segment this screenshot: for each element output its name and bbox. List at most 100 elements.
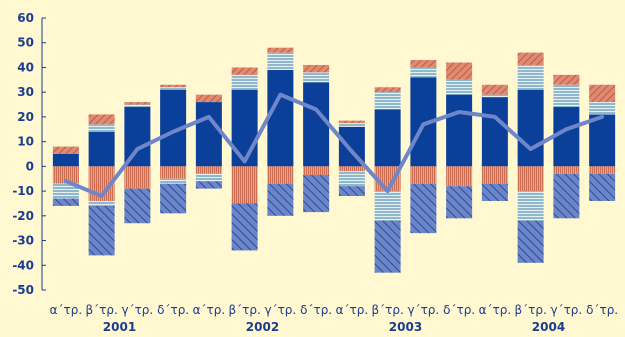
bar-segment-light-blue-striped [231, 74, 258, 90]
bar-segment-solid-blue [303, 82, 330, 167]
bar-segment-light-blue-striped-negative [160, 178, 187, 184]
bar-segment-solid-blue [589, 114, 616, 167]
year-label: 2004 [532, 320, 565, 334]
bar-segment-hatched-blue [446, 186, 473, 219]
bar-segment-hatched-blue [589, 173, 616, 201]
bar-segment-solid-blue [124, 107, 151, 167]
y-tick-label: 0 [26, 159, 34, 173]
bar-segment-salmon-striped [338, 166, 365, 172]
bar-segment-solid-blue [374, 109, 401, 167]
bar-segment-hatched-blue [124, 188, 151, 224]
bar-segment-light-blue-striped-negative [374, 191, 401, 221]
bar-segment-light-blue-striped [303, 72, 330, 83]
x-tick-label: α΄τρ. [336, 303, 369, 317]
y-tick-label: -10 [12, 184, 34, 198]
bar-segment-salmon-striped [52, 166, 79, 184]
bar-segment-salmon-striped [517, 166, 544, 192]
bar-segment-salmon-hatched [160, 84, 187, 88]
bar-segment-salmon-striped [481, 166, 508, 184]
bar-segment-hatched-blue [52, 198, 79, 206]
bar-segment-salmon-striped [553, 166, 580, 174]
bar-segment-light-blue-striped [446, 79, 473, 95]
bar-segment-light-blue-striped [160, 87, 187, 90]
bar-segment-solid-blue [481, 97, 508, 167]
x-tick-label: β΄τρ. [228, 303, 260, 317]
year-label: 2001 [103, 320, 136, 334]
bar-segment-light-blue-striped [481, 94, 508, 98]
bar-segment-salmon-striped [410, 166, 437, 184]
bar-segment-salmon-striped [589, 166, 616, 174]
bar-segment-salmon-striped [446, 166, 473, 187]
y-tick-label: 10 [17, 135, 34, 149]
y-tick-label: -40 [12, 258, 34, 272]
x-tick-label: γ΄τρ. [407, 303, 439, 317]
bar-segment-light-blue-striped [267, 52, 294, 70]
y-tick-label: 60 [17, 11, 34, 25]
bar-segment-light-blue-striped [410, 67, 437, 78]
bar-segment-hatched-blue [88, 205, 115, 256]
bar-segment-hatched-blue [553, 173, 580, 219]
bar-segment-solid-blue [88, 131, 115, 167]
bar-segment-hatched-blue [374, 220, 401, 273]
x-tick-label: δ΄τρ. [300, 303, 332, 317]
x-tick-label: δ΄τρ. [586, 303, 618, 317]
bar-segment-solid-blue [231, 89, 258, 167]
bar-segment-salmon-striped [267, 166, 294, 184]
y-tick-label: 30 [17, 85, 34, 99]
bar-segment-salmon-hatched [88, 114, 115, 125]
bar-segment-hatched-blue [410, 183, 437, 234]
y-tick-label: -20 [12, 209, 34, 223]
bar-segment-light-blue-striped [374, 92, 401, 110]
bar-segment-salmon-hatched [52, 146, 79, 154]
bar-segment-salmon-hatched [517, 52, 544, 65]
bar-segment-salmon-hatched [553, 74, 580, 85]
bar-segment-salmon-hatched [195, 94, 222, 103]
bar-segment-solid-blue [195, 102, 222, 167]
x-tick-label: α΄τρ. [193, 303, 226, 317]
x-tick-label: β΄τρ. [514, 303, 546, 317]
bar-segment-solid-blue [52, 154, 79, 167]
bar-segment-hatched-blue [303, 175, 330, 213]
bar-segment-salmon-hatched [303, 64, 330, 73]
y-tick-label: 40 [17, 60, 34, 74]
x-tick-label: α΄τρ. [479, 303, 512, 317]
bar-segment-salmon-hatched [124, 102, 151, 105]
bar-segment-salmon-hatched [267, 47, 294, 53]
bar-segment-light-blue-striped-negative [517, 191, 544, 221]
bar-segment-salmon-striped [231, 166, 258, 204]
bar-segment-hatched-blue [481, 183, 508, 201]
bar-segment-salmon-hatched [231, 67, 258, 75]
bar-segment-light-blue-striped-negative [88, 200, 115, 206]
bar-segment-salmon-striped [160, 166, 187, 179]
y-tick-label: 50 [17, 36, 34, 50]
bar-segment-light-blue-striped-negative [338, 171, 365, 187]
axis-layer [41, 17, 46, 291]
line-layer [63, 92, 605, 199]
bar-segment-hatched-blue [195, 181, 222, 189]
x-tick-label: δ΄τρ. [157, 303, 189, 317]
x-tick-label: β΄τρ. [371, 303, 403, 317]
bar-segment-salmon-hatched [410, 60, 437, 68]
bar-segment-light-blue-striped-negative [195, 173, 222, 182]
bar-segment-light-blue-striped [589, 102, 616, 115]
y-tick-label: 20 [17, 110, 34, 124]
bar-segment-light-blue-striped [124, 104, 151, 108]
bar-segment-salmon-hatched [481, 84, 508, 95]
bar-segment-light-blue-striped [517, 64, 544, 90]
bar-segment-salmon-striped [303, 166, 330, 176]
x-tick-label: δ΄τρ. [443, 303, 475, 317]
bar-segment-salmon-striped [195, 166, 222, 174]
bar-segment-hatched-blue [231, 203, 258, 251]
bar-segment-hatched-blue [267, 183, 294, 216]
year-label: 2003 [389, 320, 422, 334]
bar-segment-salmon-hatched [374, 87, 401, 93]
bar-segment-solid-blue [517, 89, 544, 167]
y-tick-label: -50 [12, 283, 34, 297]
bar-segment-hatched-blue [338, 186, 365, 197]
x-tick-label: γ΄τρ. [550, 303, 582, 317]
bar-segment-solid-blue [267, 69, 294, 167]
y-tick-label: -30 [12, 234, 34, 248]
bar-segment-hatched-blue [517, 220, 544, 263]
